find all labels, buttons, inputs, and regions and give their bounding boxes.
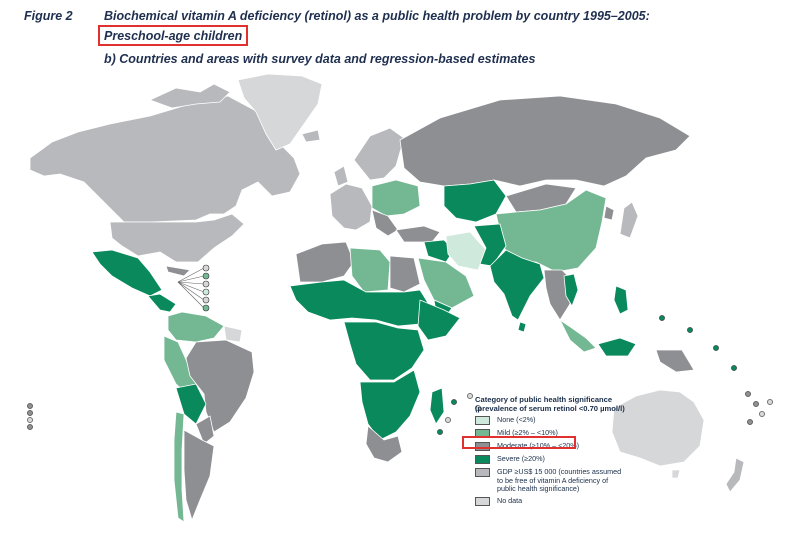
region-guianas	[223, 325, 243, 343]
legend-label-mild: Mild (≥2% – <10%)	[497, 428, 558, 437]
region-sri-lanka	[517, 321, 527, 333]
region-eastern-europe	[371, 179, 421, 217]
legend-label-moderate: Moderate (≥10% – <20%)	[497, 441, 580, 450]
region-argentina	[183, 429, 215, 521]
figure-subtitle: Preschool-age children	[104, 29, 243, 43]
figure-title: Biochemical vitamin A deficiency (retino…	[104, 9, 650, 23]
legend-label-no-data: No data	[497, 495, 523, 505]
legend-item-gdp: GDP ≥US$ 15 000 (countries assumed to be…	[468, 467, 628, 494]
region-new-zealand	[725, 457, 745, 493]
region-balkans	[371, 209, 399, 237]
legend-title: Category of public health significance (…	[475, 395, 625, 413]
legend-item-none: None (<2%)	[468, 415, 628, 426]
legend-swatch-none	[475, 416, 490, 425]
region-australia	[611, 389, 705, 467]
region-usa	[109, 213, 245, 263]
legend-item-no-data: No data	[468, 495, 628, 507]
region-iran	[445, 231, 487, 271]
legend-label-severe: Severe (≥20%)	[497, 454, 545, 463]
region-russia	[399, 95, 691, 187]
caribbean-callout-lines	[177, 267, 205, 309]
region-alaska-canada	[29, 95, 301, 223]
region-brazil	[185, 339, 255, 433]
region-korea-dprk	[603, 205, 615, 221]
region-vietnam-laos	[563, 273, 579, 307]
region-indonesia	[597, 337, 637, 357]
small-island-markers	[27, 264, 773, 435]
map-legend: Category of public health significance (…	[468, 395, 628, 507]
mild-highlight-box	[462, 436, 576, 449]
region-southern-africa	[359, 369, 421, 441]
region-western-europe	[329, 183, 373, 231]
region-malaysia-indonesia-west	[559, 319, 597, 353]
region-madagascar	[429, 387, 445, 425]
region-paraguay	[195, 415, 215, 445]
region-turkey	[395, 225, 441, 243]
region-iceland	[301, 129, 321, 143]
legend-label-gdp: GDP ≥US$ 15 000 (countries assumed to be…	[497, 467, 622, 494]
region-tasmania	[671, 469, 681, 479]
legend-swatch-severe	[475, 455, 490, 464]
region-japan	[619, 201, 639, 239]
legend-swatch-gdp	[475, 468, 490, 477]
map-part-title: b) Countries and areas with survey data …	[104, 52, 536, 66]
region-bolivia	[175, 383, 207, 425]
subtitle-highlight-box: Preschool-age children	[98, 25, 249, 46]
legend-item-severe: Severe (≥20%)	[468, 454, 628, 465]
region-papua	[655, 349, 695, 373]
region-libya	[349, 247, 391, 293]
region-scandinavia	[353, 127, 405, 181]
region-cuba	[165, 265, 191, 277]
legend-swatch-moderate	[475, 442, 490, 451]
legend-label-none: None (<2%)	[497, 415, 536, 424]
legend-item-moderate: Moderate (≥10% – <20%)	[468, 441, 628, 452]
region-arctic-islands	[149, 83, 231, 109]
region-philippines	[613, 285, 629, 315]
region-mexico	[91, 249, 163, 297]
region-south-africa	[365, 425, 403, 463]
region-chile	[173, 411, 185, 523]
region-central-africa	[343, 321, 425, 381]
region-colombia-venezuela	[167, 311, 225, 343]
region-uk	[333, 165, 349, 187]
region-india	[489, 249, 545, 321]
figure-label: Figure 2	[24, 9, 73, 23]
region-greenland	[237, 73, 323, 151]
region-north-africa-west	[295, 241, 355, 283]
region-horn-of-africa	[417, 299, 461, 341]
region-egypt	[389, 255, 421, 293]
region-central-america	[147, 293, 177, 313]
region-arabian-peninsula	[417, 257, 475, 309]
legend-swatch-no-data	[475, 496, 490, 506]
